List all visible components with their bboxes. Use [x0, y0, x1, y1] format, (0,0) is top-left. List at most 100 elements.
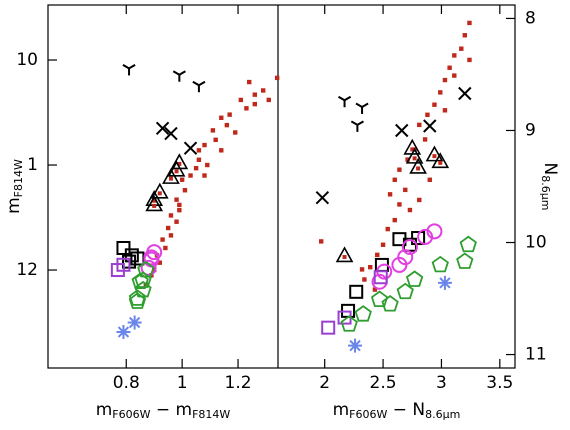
data-point — [128, 289, 147, 306]
data-point — [174, 197, 179, 202]
data-point — [160, 237, 165, 242]
x-tick-label: 0.8 — [113, 373, 140, 393]
data-point — [425, 112, 430, 117]
data-point — [337, 95, 352, 108]
data-point — [122, 64, 136, 76]
data-point — [456, 252, 474, 269]
data-point — [188, 173, 193, 178]
data-point — [145, 195, 164, 212]
data-point — [143, 249, 160, 266]
data-point — [183, 141, 198, 155]
data-point — [202, 142, 207, 148]
y-tick-label: 10 — [525, 233, 547, 253]
data-point — [168, 233, 174, 238]
data-point — [467, 20, 472, 26]
data-point — [252, 92, 258, 97]
data-point — [244, 106, 249, 111]
data-point — [411, 231, 426, 246]
data-point — [227, 112, 232, 117]
data-point — [349, 284, 364, 299]
label-part: F814W — [192, 408, 230, 421]
label-part: F606W — [349, 408, 387, 421]
data-point — [354, 305, 372, 322]
label-part: m — [333, 400, 350, 420]
data-point — [168, 213, 174, 218]
label-part: F814W — [12, 159, 25, 197]
data-point — [128, 292, 147, 309]
data-point — [196, 148, 202, 153]
data-point — [359, 267, 365, 272]
label-part: F606W — [112, 408, 150, 421]
data-point — [403, 138, 422, 155]
data-point — [150, 182, 169, 199]
data-point — [395, 123, 409, 138]
data-point — [315, 190, 330, 205]
data-point — [417, 228, 434, 245]
data-point — [219, 148, 224, 153]
data-point — [425, 145, 444, 162]
data-point — [397, 167, 402, 172]
data-point — [164, 126, 178, 141]
label-part: 8.6μm — [539, 175, 552, 210]
data-point — [163, 245, 168, 251]
data-point — [348, 338, 363, 353]
data-point — [116, 324, 131, 339]
data-point — [437, 275, 452, 290]
data-point — [387, 192, 393, 197]
data-point — [432, 102, 437, 107]
data-point — [192, 80, 206, 93]
label-part: N — [540, 163, 560, 176]
data-point — [219, 115, 224, 120]
data-point — [182, 188, 188, 193]
data-point — [370, 290, 389, 308]
data-point — [238, 97, 244, 103]
data-point — [458, 86, 472, 101]
label-part: 8.6μm — [425, 408, 460, 421]
data-point — [405, 157, 410, 162]
data-point — [202, 173, 207, 178]
data-point — [179, 177, 185, 182]
data-point — [423, 119, 437, 133]
data-point — [467, 57, 472, 63]
data-point — [373, 270, 388, 285]
data-point — [130, 251, 145, 266]
y-axis-label: N8.6μm — [539, 163, 560, 211]
data-point — [165, 225, 171, 231]
data-point — [392, 177, 397, 182]
data-point — [340, 315, 358, 332]
data-point — [405, 147, 424, 164]
label-part: m — [4, 197, 24, 214]
data-point — [172, 70, 186, 82]
data-point — [134, 280, 152, 298]
data-point — [162, 167, 180, 184]
data-point — [368, 264, 373, 270]
data-point — [447, 65, 452, 70]
data-point — [459, 46, 464, 51]
x-tick-label: 2.5 — [370, 373, 397, 393]
data-point — [452, 73, 457, 78]
data-point — [266, 97, 271, 103]
data-point — [405, 270, 424, 287]
data-point — [157, 260, 162, 265]
data-point — [407, 207, 413, 213]
data-point — [462, 33, 467, 38]
data-point — [252, 101, 258, 107]
x-axis-label: mF606W − mF814W — [96, 400, 231, 421]
data-point — [409, 157, 427, 174]
data-point — [372, 287, 378, 292]
data-point — [431, 255, 449, 273]
y-tick-label: 9 — [525, 120, 536, 140]
data-point — [392, 217, 397, 223]
data-point — [442, 77, 448, 83]
data-point — [137, 260, 155, 278]
data-point — [417, 122, 422, 128]
y-tick-label: 11 — [525, 345, 547, 365]
label-part: m — [96, 400, 113, 420]
data-point — [459, 235, 477, 253]
data-point — [417, 197, 422, 203]
plot-frame — [47, 4, 516, 369]
data-point — [174, 219, 179, 224]
x-tick-label: 1 — [177, 373, 188, 393]
y-tick-label: 1 — [27, 155, 38, 175]
